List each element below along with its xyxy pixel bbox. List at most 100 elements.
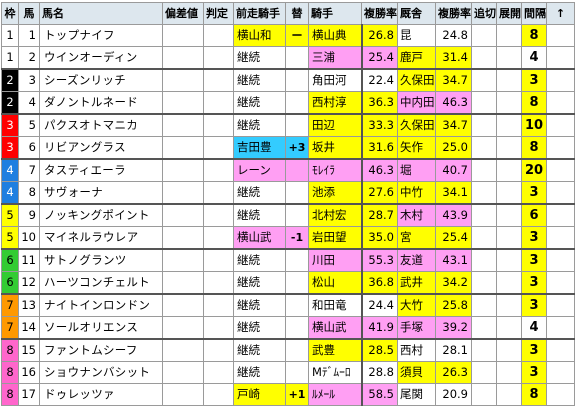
waku-cell: 7 <box>1 293 19 317</box>
jockey-rate: 31.6 <box>361 136 398 160</box>
horse-name: サトノグランツ <box>39 248 163 272</box>
table-row[interactable]: 8 16 ショウナンバシット 継続 Mﾃﾞﾑｰﾛ 28.8 須貝 26.3 3 <box>1 361 575 384</box>
table-row[interactable]: 4 8 サヴォーナ 継続 池添 27.6 中竹 34.1 3 <box>1 181 575 205</box>
prev-jockey: 横山和 <box>233 24 286 47</box>
table-row[interactable]: 5 10 マイネルラウレア 横山武 -1 岩田望 35.0 宮 25.4 3 <box>1 226 575 250</box>
interval-mark: 20 <box>521 158 547 182</box>
header-interval[interactable]: 間隔 <box>521 2 547 25</box>
stable-name: 中内田 <box>397 91 436 115</box>
interval-mark: 4 <box>521 46 547 70</box>
hantei-cell <box>203 68 234 92</box>
stable-rate: 24.8 <box>435 24 472 47</box>
prev-jockey: レーン <box>233 158 286 182</box>
horse-name: パクスオトマニカ <box>39 113 163 137</box>
horse-number: 17 <box>18 383 40 406</box>
jockey-rate: 22.4 <box>361 68 398 92</box>
horse-number: 5 <box>18 113 40 137</box>
waku-cell: 7 <box>1 316 19 340</box>
stable-rate: 40.7 <box>435 158 472 182</box>
stable-name: 矢作 <box>397 136 436 160</box>
waku-cell: 3 <box>1 136 19 160</box>
stable-rate: 25.0 <box>435 136 472 160</box>
hantei-cell <box>203 203 234 227</box>
header-stable-rate[interactable]: 複勝率 <box>435 2 472 25</box>
horse-number: 9 <box>18 203 40 227</box>
oikiri-cell <box>471 24 497 47</box>
oikiri-cell <box>471 316 497 340</box>
oikiri-cell <box>471 338 497 362</box>
table-row[interactable]: 4 7 タスティエーラ レーン ﾓﾚｲﾗ 46.3 堀 40.7 20 <box>1 158 575 182</box>
header-hensachi[interactable]: 偏差値 <box>162 2 204 25</box>
header-name[interactable]: 馬名 <box>39 2 163 25</box>
hensachi-cell <box>162 293 204 317</box>
stable-rate: 39.2 <box>435 316 472 340</box>
table-row[interactable]: 2 3 シーズンリッチ 継続 角田河 22.4 久保田 34.7 3 <box>1 68 575 92</box>
waku-cell: 2 <box>1 91 19 115</box>
interval-mark: 3 <box>521 248 547 272</box>
table-row[interactable]: 1 1 トップナイフ 横山和ー横山典 26.8 昆 24.8 8 <box>1 24 575 47</box>
table-row[interactable]: 7 14 ソールオリエンス 継続 横山武 41.9 手塚 39.2 4 <box>1 316 575 340</box>
interval-mark: 3 <box>521 181 547 205</box>
jockey-change <box>285 158 309 182</box>
jockey-rate: 33.3 <box>361 113 398 137</box>
jockey-name: 西村淳 <box>308 91 363 115</box>
table-row[interactable]: 6 12 ハーツコンチェルト 継続 松山 36.8 武井 34.2 3 <box>1 271 575 295</box>
hantei-cell <box>203 338 234 362</box>
oikiri-cell <box>471 293 497 317</box>
waku-cell: 1 <box>1 46 19 70</box>
header-stable[interactable]: 厩舎 <box>397 2 436 25</box>
header-tenkai[interactable]: 展開 <box>496 2 522 25</box>
tenkai-cell <box>496 226 522 250</box>
header-hantei[interactable]: 判定 <box>203 2 234 25</box>
horse-number: 12 <box>18 271 40 295</box>
interval-mark: 8 <box>521 24 547 47</box>
header-uma[interactable]: 馬 <box>18 2 40 25</box>
header-oikiri[interactable]: 追切 <box>471 2 497 25</box>
horse-number: 4 <box>18 91 40 115</box>
header-waku[interactable]: 枠 <box>1 2 19 25</box>
tenkai-cell <box>496 383 522 406</box>
tenkai-cell <box>496 68 522 92</box>
table-row[interactable]: 5 9 ノッキングポイント 継続 北村宏 28.7 木村 43.9 6 <box>1 203 575 227</box>
horse-name: シーズンリッチ <box>39 68 163 92</box>
interval-mark: 3 <box>521 271 547 295</box>
header-arrow[interactable]: ↑ <box>546 2 575 25</box>
jockey-change <box>285 68 309 92</box>
waku-cell: 3 <box>1 113 19 137</box>
prev-jockey: 継続 <box>233 293 286 317</box>
tenkai-cell <box>496 316 522 340</box>
interval-mark: 4 <box>521 316 547 340</box>
table-row[interactable]: 1 2 ウインオーディン 継続 三浦 25.4 鹿戸 31.4 4 <box>1 46 575 70</box>
jockey-name: ﾙﾒｰﾙ <box>308 383 363 406</box>
prev-jockey: 継続 <box>233 361 286 384</box>
header-change[interactable]: 替 <box>285 2 309 25</box>
stable-rate: 20.9 <box>435 383 472 406</box>
header-jockey-rate[interactable]: 複勝率 <box>361 2 398 25</box>
arrow-cell <box>546 338 575 362</box>
arrow-cell <box>546 136 575 160</box>
table-row[interactable]: 3 5 パクスオトマニカ 継続 田辺 33.3 久保田 34.7 10 <box>1 113 575 137</box>
tenkai-cell <box>496 293 522 317</box>
header-prev-jockey[interactable]: 前走騎手 <box>233 2 286 25</box>
arrow-cell <box>546 24 575 47</box>
stable-name: 鹿戸 <box>397 46 436 70</box>
table-row[interactable]: 8 15 ファントムシーフ 継続 武豊 28.5 西村 28.1 3 <box>1 338 575 362</box>
jockey-change <box>285 271 309 295</box>
waku-cell: 8 <box>1 361 19 384</box>
table-row[interactable]: 2 4 ダノントルネード 継続 西村淳 36.3 中内田 46.3 8 <box>1 91 575 115</box>
tenkai-cell <box>496 113 522 137</box>
oikiri-cell <box>471 248 497 272</box>
header-jockey[interactable]: 騎手 <box>308 2 362 25</box>
table-row[interactable]: 3 6 リビアングラス 吉田豊 +3 坂井 31.6 矢作 25.0 8 <box>1 136 575 160</box>
horse-number: 16 <box>18 361 40 384</box>
prev-jockey: 継続 <box>233 113 286 137</box>
table-row[interactable]: 8 17 ドゥレッツァ 戸崎 +1 ﾙﾒｰﾙ 58.5 尾関 20.9 8 <box>1 383 575 406</box>
table-row[interactable]: 6 11 サトノグランツ 継続 川田 55.3 友道 43.1 3 <box>1 248 575 272</box>
hantei-cell <box>203 271 234 295</box>
horse-name: タスティエーラ <box>39 158 163 182</box>
hantei-cell <box>203 91 234 115</box>
hensachi-cell <box>162 203 204 227</box>
table-row[interactable]: 7 13 ナイトインロンドン 継続 和田竜 24.4 大竹 25.8 3 <box>1 293 575 317</box>
horse-number: 6 <box>18 136 40 160</box>
